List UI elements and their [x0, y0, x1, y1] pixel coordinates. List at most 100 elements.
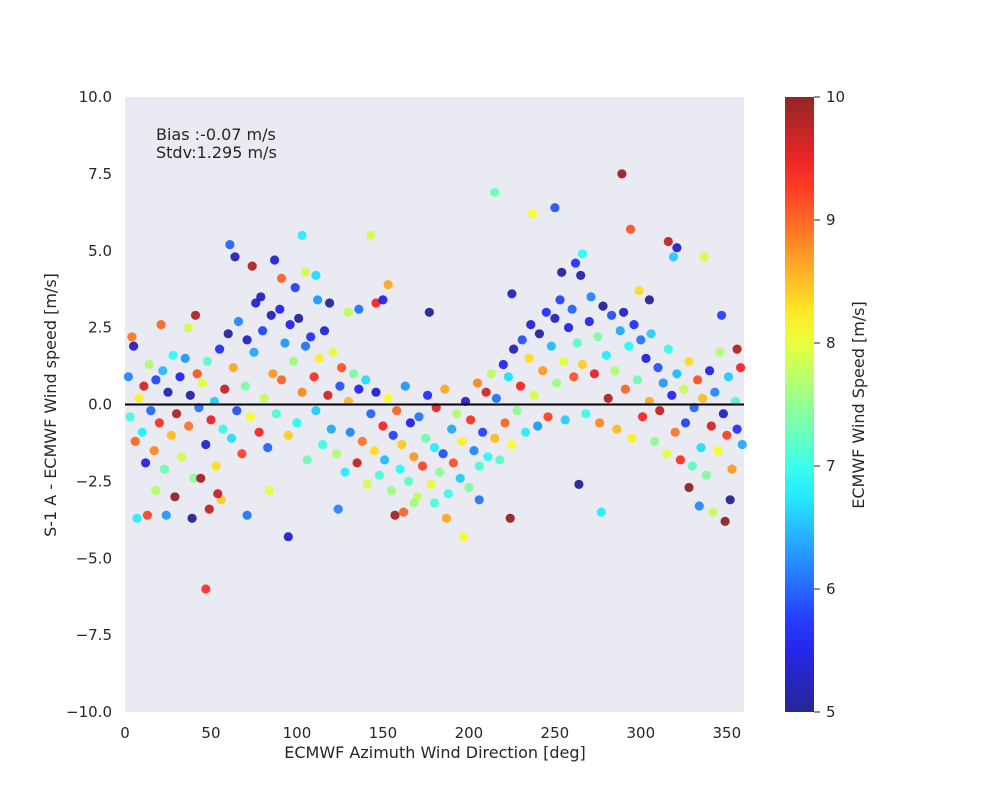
data-point: [225, 240, 235, 250]
data-point: [732, 344, 742, 354]
data-point: [258, 326, 268, 336]
data-point: [390, 510, 400, 520]
data-point: [675, 455, 686, 465]
data-point: [589, 369, 600, 379]
data-point: [158, 366, 168, 376]
x-tick-label: 150: [369, 724, 398, 742]
data-point: [163, 387, 173, 397]
data-point: [526, 320, 536, 330]
data-point: [386, 486, 397, 496]
data-point: [534, 329, 545, 339]
data-point: [698, 393, 708, 403]
data-point: [232, 406, 242, 416]
data-point: [266, 310, 276, 320]
data-point: [276, 273, 287, 283]
data-point: [527, 209, 538, 219]
data-point: [624, 341, 634, 351]
data-point: [263, 443, 273, 453]
colorbar: [785, 97, 814, 712]
data-point: [399, 507, 409, 517]
data-point: [524, 353, 534, 363]
data-point: [354, 304, 364, 314]
data-point: [426, 479, 436, 489]
data-point: [577, 249, 588, 259]
data-point: [498, 359, 508, 370]
data-point: [564, 323, 574, 333]
data-point: [679, 384, 689, 394]
data-point: [168, 350, 178, 360]
data-point: [619, 307, 629, 317]
data-point: [627, 433, 637, 443]
y-axis-label: S-1 A - ECMWF Wind speed [m/s]: [41, 273, 60, 537]
data-point: [306, 332, 316, 342]
data-point: [251, 298, 261, 308]
data-point: [146, 406, 156, 416]
data-point: [371, 387, 381, 397]
data-point: [447, 424, 457, 434]
annotation-bias: Bias :-0.07 m/s: [156, 125, 276, 144]
data-point: [478, 427, 488, 437]
data-point: [491, 393, 501, 403]
data-point: [137, 427, 147, 437]
data-point: [180, 353, 190, 363]
data-point: [459, 532, 469, 542]
data-point: [727, 464, 737, 474]
data-point: [508, 344, 519, 354]
data-point: [172, 409, 182, 419]
data-point: [718, 409, 729, 419]
data-point: [192, 369, 202, 379]
data-point: [288, 356, 299, 366]
scatter-points: [123, 169, 747, 594]
data-point: [538, 366, 548, 376]
y-tick-label: −10.0: [66, 703, 112, 721]
data-point: [595, 418, 605, 428]
data-point: [483, 452, 493, 462]
data-point: [684, 482, 694, 493]
data-point: [452, 409, 462, 419]
data-point: [151, 486, 161, 496]
data-point: [264, 486, 274, 496]
data-point: [490, 433, 500, 443]
data-point: [736, 363, 746, 373]
data-point: [455, 473, 465, 483]
y-tick-label: 0.0: [88, 396, 112, 414]
data-point: [311, 270, 321, 280]
data-point: [125, 412, 135, 422]
data-point: [417, 461, 428, 471]
data-point: [254, 427, 264, 437]
data-point: [361, 375, 371, 385]
y-tick-label: 5.0: [88, 242, 112, 260]
data-point: [366, 409, 376, 419]
data-point: [558, 356, 569, 366]
data-point: [438, 449, 448, 459]
data-point: [512, 406, 522, 416]
data-point: [443, 489, 453, 499]
data-point: [663, 344, 673, 354]
data-point: [469, 446, 479, 456]
data-point: [646, 329, 656, 339]
data-point: [237, 449, 247, 459]
data-point: [710, 387, 720, 397]
data-point: [276, 375, 287, 385]
data-point: [404, 476, 414, 486]
data-point: [134, 393, 144, 403]
y-tick-label: −7.5: [76, 626, 112, 644]
data-point: [378, 295, 388, 305]
data-point: [156, 320, 166, 330]
data-point: [240, 381, 250, 391]
data-point: [247, 261, 257, 271]
data-point: [693, 375, 703, 385]
data-point: [383, 280, 393, 290]
data-point: [270, 255, 280, 265]
data-point: [653, 363, 663, 373]
data-point: [429, 443, 440, 453]
colorbar-tick-label: 10: [826, 88, 845, 106]
data-point: [343, 307, 354, 317]
data-point: [130, 436, 140, 446]
data-point: [245, 412, 256, 422]
x-tick-label: 0: [120, 724, 130, 742]
data-point: [521, 427, 531, 437]
data-point: [457, 436, 467, 446]
data-point: [638, 412, 648, 422]
